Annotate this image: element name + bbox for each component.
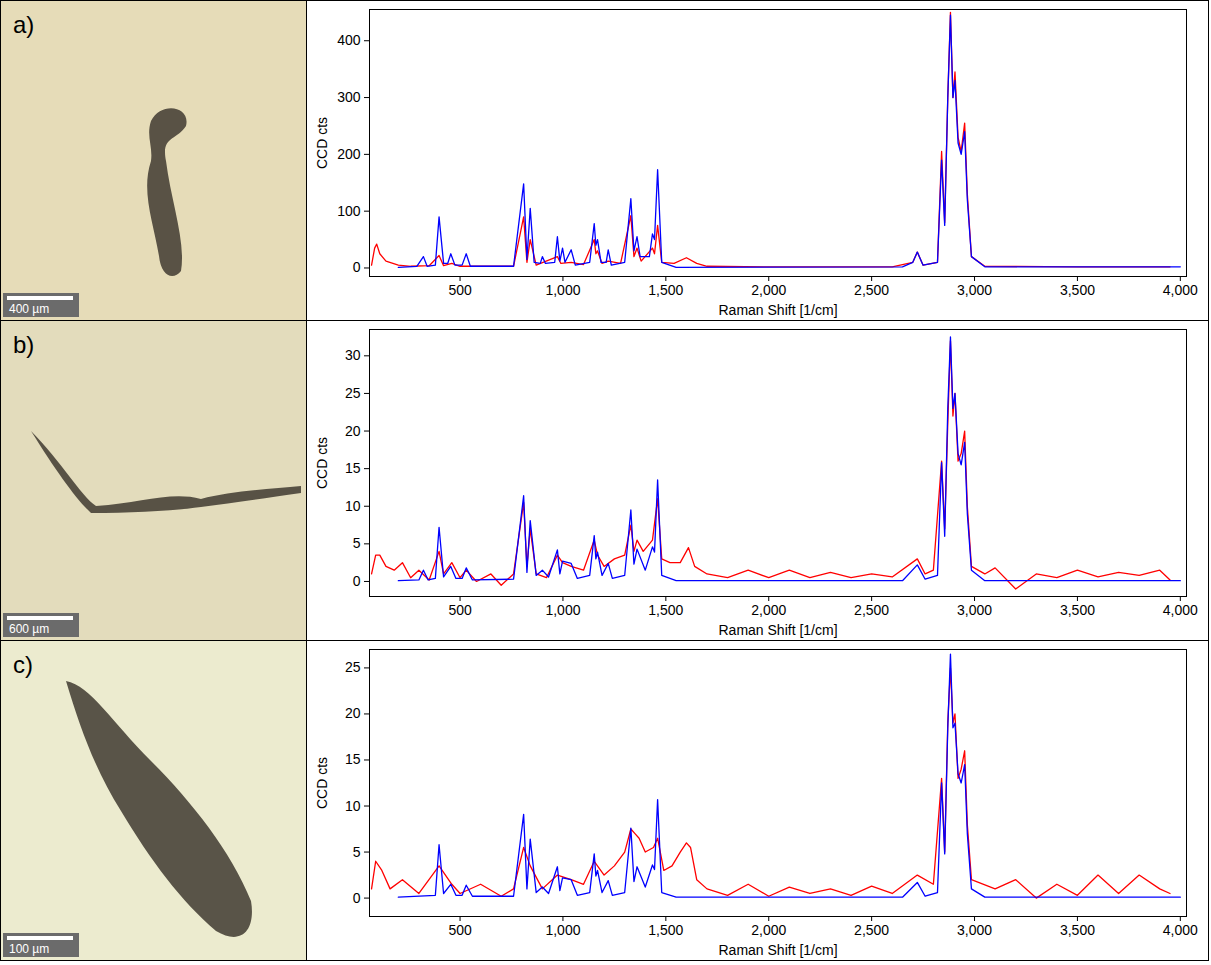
svg-text:4,000: 4,000 (1163, 922, 1198, 938)
svg-text:30: 30 (345, 347, 361, 363)
svg-text:20: 20 (345, 423, 361, 439)
svg-text:500: 500 (448, 602, 472, 618)
svg-text:0: 0 (353, 573, 361, 589)
svg-text:15: 15 (345, 751, 361, 767)
svg-text:CCD cts: CCD cts (314, 757, 330, 809)
svg-text:0: 0 (353, 890, 361, 906)
svg-text:CCD cts: CCD cts (314, 117, 330, 169)
svg-text:1,500: 1,500 (648, 922, 683, 938)
svg-text:Raman Shift [1/cm]: Raman Shift [1/cm] (718, 622, 837, 638)
svg-text:20: 20 (345, 705, 361, 721)
svg-text:500: 500 (448, 922, 472, 938)
svg-text:3,000: 3,000 (957, 922, 992, 938)
svg-text:3,500: 3,500 (1060, 922, 1095, 938)
svg-text:0: 0 (353, 259, 361, 275)
svg-text:5: 5 (353, 535, 361, 551)
svg-text:400: 400 (337, 32, 361, 48)
svg-text:10: 10 (345, 797, 361, 813)
svg-text:c): c) (13, 651, 33, 678)
svg-text:100: 100 (337, 203, 361, 219)
svg-text:2,000: 2,000 (751, 282, 786, 298)
svg-text:1,500: 1,500 (648, 602, 683, 618)
svg-text:3,000: 3,000 (957, 602, 992, 618)
svg-text:300: 300 (337, 89, 361, 105)
svg-text:200: 200 (337, 146, 361, 162)
svg-text:1,000: 1,000 (545, 922, 580, 938)
svg-text:4,000: 4,000 (1163, 602, 1198, 618)
svg-text:3,500: 3,500 (1060, 282, 1095, 298)
svg-text:500: 500 (448, 282, 472, 298)
svg-text:10: 10 (345, 498, 361, 514)
svg-text:5: 5 (353, 844, 361, 860)
svg-text:1,500: 1,500 (648, 282, 683, 298)
svg-text:4,000: 4,000 (1163, 282, 1198, 298)
svg-text:3,000: 3,000 (957, 282, 992, 298)
svg-text:3,500: 3,500 (1060, 602, 1095, 618)
svg-text:2,000: 2,000 (751, 602, 786, 618)
svg-text:25: 25 (345, 659, 361, 675)
svg-text:2,000: 2,000 (751, 922, 786, 938)
svg-text:15: 15 (345, 460, 361, 476)
svg-text:2,500: 2,500 (854, 602, 889, 618)
svg-text:1,000: 1,000 (545, 282, 580, 298)
svg-text:600 µm: 600 µm (9, 622, 49, 636)
svg-text:a): a) (13, 11, 34, 38)
svg-text:25: 25 (345, 385, 361, 401)
svg-text:100 µm: 100 µm (9, 942, 49, 956)
svg-text:Raman Shift [1/cm]: Raman Shift [1/cm] (718, 942, 837, 958)
svg-text:2,500: 2,500 (854, 282, 889, 298)
svg-text:Raman Shift [1/cm]: Raman Shift [1/cm] (718, 302, 837, 318)
svg-text:2,500: 2,500 (854, 922, 889, 938)
svg-text:1,000: 1,000 (545, 602, 580, 618)
svg-text:b): b) (13, 331, 34, 358)
svg-text:400 µm: 400 µm (9, 302, 49, 316)
svg-text:CCD cts: CCD cts (314, 437, 330, 489)
